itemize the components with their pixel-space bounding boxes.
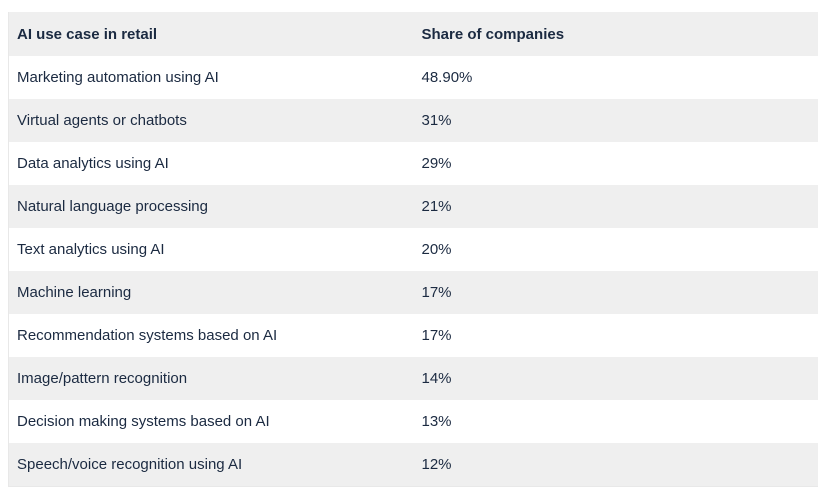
table-row: Natural language processing 21% <box>8 185 818 228</box>
column-header-share: Share of companies <box>421 25 565 43</box>
share-cell: 20% <box>421 241 452 258</box>
share-cell: 12% <box>421 456 452 473</box>
use-case-cell: Image/pattern recognition <box>17 370 188 387</box>
table-row: Recommendation systems based on AI 17% <box>8 314 818 357</box>
share-cell: 17% <box>421 327 452 344</box>
table-row: Decision making systems based on AI 13% <box>8 400 818 443</box>
use-case-cell: Natural language processing <box>17 198 208 215</box>
table-row: Speech/voice recognition using AI 12% <box>8 443 818 487</box>
use-case-cell: Speech/voice recognition using AI <box>17 456 243 473</box>
share-cell: 29% <box>421 155 452 172</box>
table-row: Marketing automation using AI 48.90% <box>8 56 818 99</box>
use-case-cell: Virtual agents or chatbots <box>17 112 187 129</box>
use-case-cell: Decision making systems based on AI <box>17 413 270 430</box>
column-header-use-case: AI use case in retail <box>17 25 158 43</box>
share-cell: 48.90% <box>421 69 473 86</box>
ai-retail-usecases-table: AI use case in retail Share of companies… <box>8 12 818 487</box>
use-case-cell: Text analytics using AI <box>17 241 165 258</box>
table-row: Image/pattern recognition 14% <box>8 357 818 400</box>
table-row: Text analytics using AI 20% <box>8 228 818 271</box>
header-row: AI use case in retail Share of companies <box>8 12 818 56</box>
table-body: Marketing automation using AI 48.90% Virtu… <box>8 56 818 487</box>
share-cell: 13% <box>421 413 452 430</box>
table-row: Data analytics using AI 29% <box>8 142 818 185</box>
share-cell: 31% <box>421 112 452 129</box>
table-row: Machine learning 17% <box>8 271 818 314</box>
use-case-cell: Machine learning <box>17 284 132 301</box>
share-cell: 14% <box>421 370 452 387</box>
use-case-cell: Marketing automation using AI <box>17 69 219 86</box>
share-cell: 17% <box>421 284 452 301</box>
table-row: Virtual agents or chatbots 31% <box>8 99 818 142</box>
use-case-cell: Recommendation systems based on AI <box>17 327 278 344</box>
share-cell: 21% <box>421 198 452 215</box>
use-case-cell: Data analytics using AI <box>17 155 169 172</box>
